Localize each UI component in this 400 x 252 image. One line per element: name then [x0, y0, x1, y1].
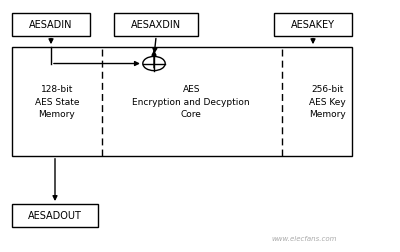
Text: AESAXDIN: AESAXDIN [131, 20, 181, 30]
Text: AESAKEY: AESAKEY [291, 20, 335, 30]
Text: AESADOUT: AESADOUT [28, 210, 82, 220]
Text: 128-bit
AES State
Memory: 128-bit AES State Memory [34, 85, 79, 119]
Text: 256-bit
AES Key
Memory: 256-bit AES Key Memory [309, 85, 346, 119]
Bar [12, 48, 352, 156]
Bar [114, 14, 198, 37]
Text: AESADIN: AESADIN [29, 20, 73, 30]
Text: AES
Encryption and Decyption
Core: AES Encryption and Decyption Core [132, 85, 250, 119]
Bar [12, 14, 90, 37]
Bar [12, 204, 98, 227]
Text: www.elecfans.com: www.elecfans.com [271, 235, 337, 241]
Bar [274, 14, 352, 37]
